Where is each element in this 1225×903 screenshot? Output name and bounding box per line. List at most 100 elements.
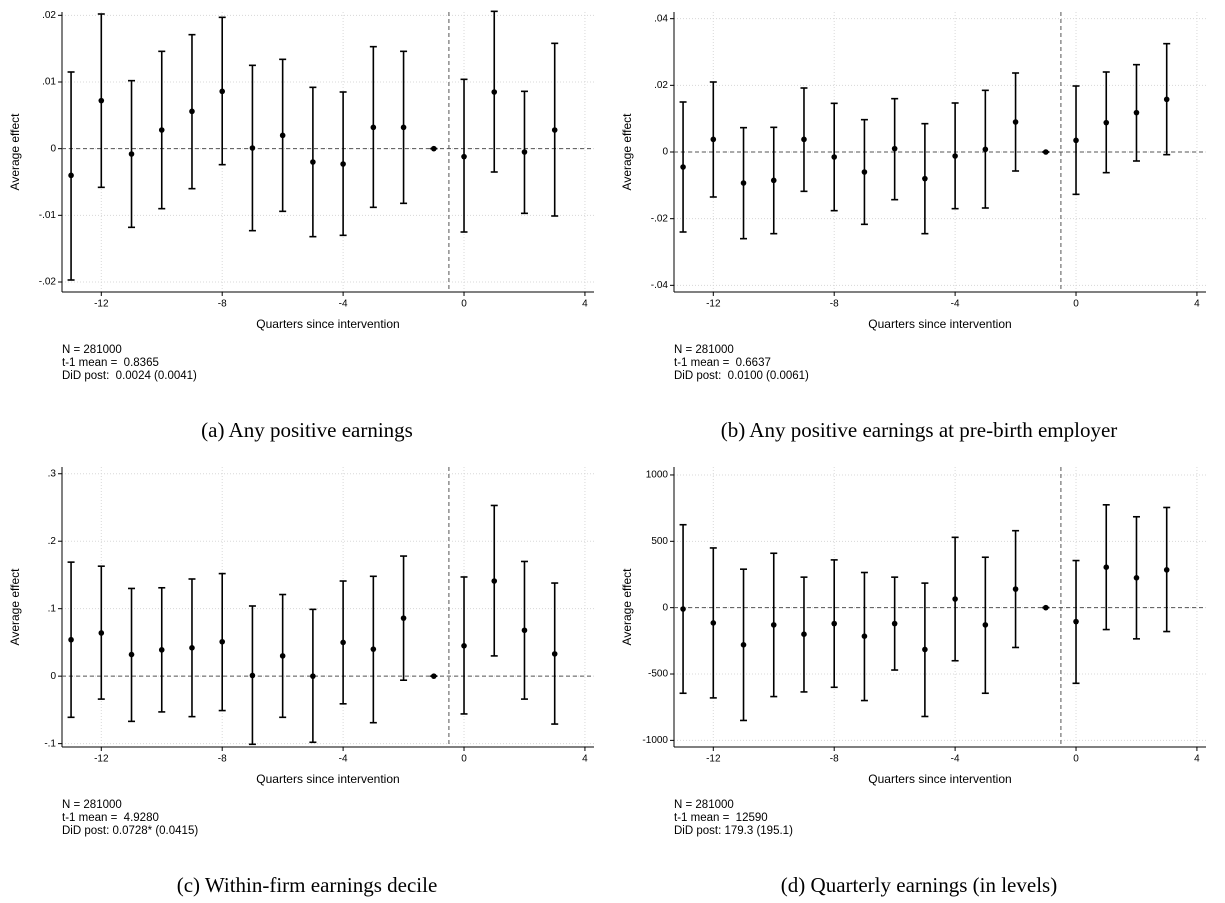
- y-tick-label: 1000: [646, 470, 669, 481]
- note: N = 281000: [62, 344, 122, 356]
- point: [922, 175, 928, 182]
- x-tick-label: -12: [94, 299, 109, 310]
- x-tick-label: -12: [706, 754, 721, 765]
- point: [400, 124, 407, 131]
- point: [461, 153, 467, 160]
- point: [370, 124, 377, 131]
- note: N = 281000: [674, 799, 734, 811]
- y-tick-label: 0: [662, 602, 668, 613]
- caption: (d) Quarterly earnings (in levels): [781, 873, 1057, 897]
- point: [219, 88, 226, 95]
- x-axis-label: Quarters since intervention: [868, 317, 1011, 331]
- y-tick-label: -.02: [651, 213, 669, 224]
- y-tick-label: .2: [48, 536, 57, 547]
- y-tick-label: -.04: [651, 280, 669, 291]
- panel: -.04 -.02 0 .02 .04 -12 -8 -4 0 4 Average effect Qu…: [620, 12, 1206, 442]
- point: [128, 151, 135, 157]
- point: [249, 145, 256, 151]
- x-axis-label: Quarters since intervention: [256, 772, 399, 786]
- point: [1163, 567, 1170, 573]
- panel: -.02 -.01 0 .01 .02 -12 -8 -4 0 4 Average effect Qu…: [8, 10, 594, 442]
- y-tick-label: .01: [42, 77, 56, 88]
- point: [801, 136, 807, 143]
- y-tick-label: .1: [48, 603, 57, 614]
- y-axis-label: Average effect: [8, 113, 22, 191]
- point: [801, 631, 807, 638]
- point: [551, 127, 558, 133]
- point: [952, 153, 958, 159]
- point: [400, 615, 407, 621]
- point: [461, 642, 467, 649]
- x-tick-label: -8: [218, 754, 227, 765]
- point: [98, 97, 105, 104]
- note: t-1 mean = 0.6637: [674, 357, 771, 369]
- point: [219, 638, 226, 645]
- x-tick-label: 4: [582, 754, 588, 765]
- point: [1042, 149, 1049, 155]
- point: [279, 132, 286, 139]
- point: [340, 639, 346, 646]
- x-tick-label: -12: [94, 754, 109, 765]
- y-tick-label: .3: [48, 468, 57, 479]
- y-tick-label: .04: [654, 13, 668, 24]
- point: [680, 606, 686, 612]
- point: [430, 673, 437, 679]
- point: [370, 646, 377, 652]
- x-tick-label: -8: [830, 299, 839, 310]
- caption: (b) Any positive earnings at pre-birth e…: [721, 418, 1118, 442]
- point: [1073, 137, 1079, 144]
- point: [891, 145, 898, 152]
- x-tick-label: 0: [461, 299, 467, 310]
- point: [189, 108, 195, 115]
- note: t-1 mean = 12590: [674, 812, 768, 824]
- point: [1133, 109, 1140, 116]
- y-tick-label: 0: [662, 147, 668, 158]
- point: [551, 651, 558, 657]
- x-tick-label: 4: [582, 299, 588, 310]
- point: [922, 646, 928, 653]
- note: N = 281000: [674, 344, 734, 356]
- point: [891, 620, 898, 627]
- point: [831, 620, 838, 627]
- point: [340, 161, 346, 167]
- y-tick-label: -500: [648, 669, 668, 680]
- point: [189, 645, 195, 651]
- x-tick-label: -4: [339, 754, 348, 765]
- point: [249, 672, 256, 679]
- note: DiD post: 179.3 (195.1): [674, 825, 793, 837]
- point: [1103, 564, 1110, 570]
- point: [740, 180, 747, 186]
- point: [1073, 618, 1079, 625]
- x-tick-label: 4: [1194, 754, 1200, 765]
- point: [1012, 586, 1019, 592]
- point: [1103, 119, 1110, 126]
- y-tick-label: 0: [50, 671, 56, 682]
- point: [680, 164, 686, 170]
- point: [770, 177, 777, 184]
- point: [952, 596, 958, 602]
- x-tick-label: -12: [706, 299, 721, 310]
- point: [310, 159, 316, 165]
- point: [158, 127, 165, 133]
- point: [1042, 604, 1049, 611]
- x-tick-label: 0: [461, 754, 467, 765]
- y-tick-label: 500: [651, 536, 668, 547]
- point: [68, 172, 74, 179]
- y-tick-label: -.1: [44, 738, 56, 749]
- point: [710, 620, 717, 626]
- point: [1163, 96, 1170, 103]
- point: [279, 653, 286, 659]
- panel: -.1 0 .1 .2 .3 -12 -8 -4 0 4 Average effect Quarter…: [8, 467, 594, 897]
- point: [982, 146, 989, 153]
- point: [831, 154, 838, 160]
- point: [310, 673, 316, 679]
- note: t-1 mean = 4.9280: [62, 812, 159, 824]
- point: [158, 647, 165, 653]
- point: [68, 636, 74, 643]
- y-tick-label: .02: [654, 80, 668, 91]
- point: [521, 149, 528, 155]
- caption: (a) Any positive earnings: [201, 418, 413, 442]
- x-tick-label: -4: [951, 299, 960, 310]
- note: DiD post: 0.0728* (0.0415): [62, 825, 198, 837]
- point: [430, 145, 437, 152]
